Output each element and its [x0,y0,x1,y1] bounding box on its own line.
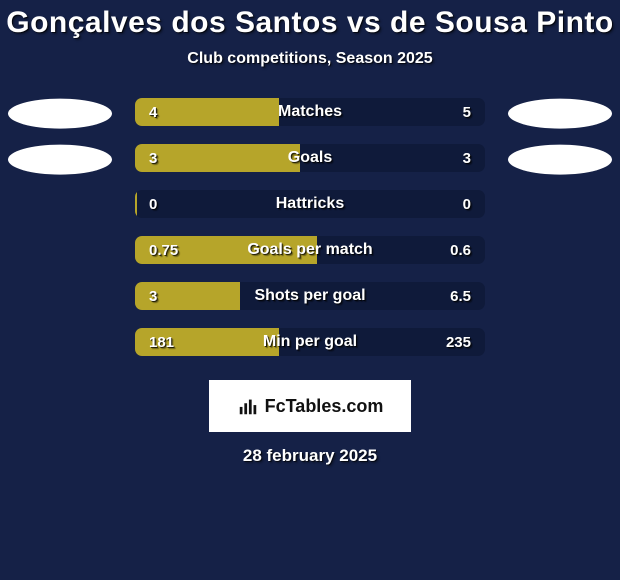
stat-label: Min per goal [135,328,485,356]
source-badge-text: FcTables.com [265,396,384,417]
stat-label: Shots per goal [135,282,485,310]
stat-label: Goals per match [135,236,485,264]
player-photo-right [508,99,612,129]
stat-row: 45Matches [0,96,620,142]
stat-bar: 00Hattricks [135,190,485,218]
stat-bar: 181235Min per goal [135,328,485,356]
stat-bar: 45Matches [135,98,485,126]
stat-bar: 0.750.6Goals per match [135,236,485,264]
stat-bar: 36.5Shots per goal [135,282,485,310]
source-badge: FcTables.com [209,380,411,432]
stat-row: 33Goals [0,142,620,188]
stat-row: 36.5Shots per goal [0,280,620,326]
comparison-title: Gonçalves dos Santos vs de Sousa Pinto [0,6,620,40]
stat-row: 00Hattricks [0,188,620,234]
player-photo-right [508,145,612,175]
stat-label: Hattricks [135,190,485,218]
comparison-date: 28 february 2025 [0,446,620,466]
stat-row: 181235Min per goal [0,326,620,372]
player-photo-left [8,99,112,129]
player-photo-left [8,145,112,175]
chart-icon [237,395,259,417]
stat-label: Matches [135,98,485,126]
comparison-subtitle: Club competitions, Season 2025 [0,50,620,68]
stat-bar: 33Goals [135,144,485,172]
stat-label: Goals [135,144,485,172]
stat-row: 0.750.6Goals per match [0,234,620,280]
